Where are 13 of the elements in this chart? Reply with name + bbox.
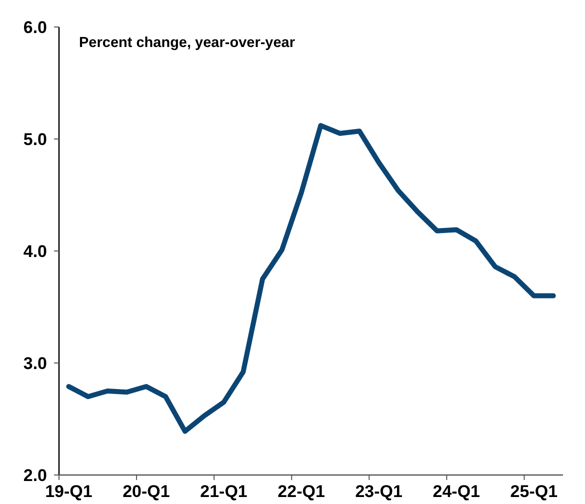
x-tick-label: 21-Q1 bbox=[200, 482, 248, 501]
y-tick-label: 5.0 bbox=[23, 130, 47, 149]
x-tick-label: 19-Q1 bbox=[45, 482, 92, 501]
y-tick-label: 6.0 bbox=[23, 18, 47, 37]
x-tick-label: 24-Q1 bbox=[432, 482, 480, 501]
text: Percent change, year-over-year bbox=[79, 35, 296, 51]
y-tick-label: 3.0 bbox=[23, 354, 47, 373]
x-tick-label: 22-Q1 bbox=[278, 482, 325, 501]
x-tick-label: 23-Q1 bbox=[355, 482, 402, 501]
x-tick-label: 20-Q1 bbox=[122, 482, 170, 501]
y-tick-label: 4.0 bbox=[23, 242, 47, 261]
x-tick-label: 25-Q1 bbox=[510, 482, 558, 501]
y-tick-label: 2.0 bbox=[23, 466, 47, 485]
